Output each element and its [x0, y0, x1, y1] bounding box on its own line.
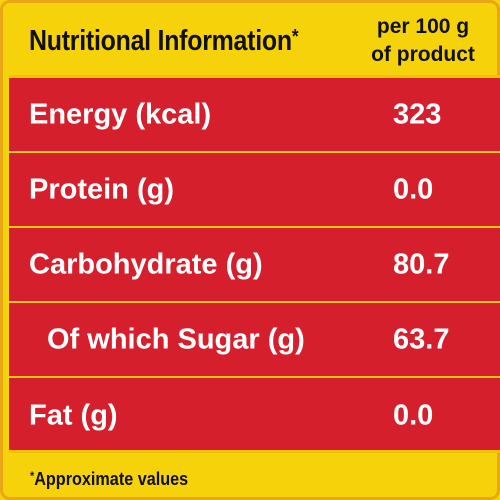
- per-line-1: per 100 g: [376, 15, 470, 38]
- title-asterisk: *: [291, 26, 299, 48]
- per-serving-header: per 100 g of product: [363, 13, 483, 69]
- row-value: 323: [393, 98, 442, 130]
- nutrition-table: Energy (kcal) 323 Protein (g) 0.0 Carboh…: [9, 75, 500, 453]
- row-value: 0.0: [393, 173, 434, 205]
- table-row-fat: Fat (g) 0.0: [9, 378, 500, 453]
- row-label: Energy (kcal): [29, 98, 212, 130]
- row-value: 80.7: [393, 248, 450, 280]
- row-label: Of which Sugar (g): [47, 323, 305, 355]
- row-label: Protein (g): [29, 173, 174, 205]
- table-row-energy: Energy (kcal) 323: [9, 78, 500, 153]
- row-label: Carbohydrate (g): [29, 248, 263, 280]
- table-row-protein: Protein (g) 0.0: [9, 153, 500, 228]
- nutrition-title-text: Nutritional Information: [29, 25, 292, 57]
- row-label: Fat (g): [29, 399, 118, 431]
- footnote-asterisk: *: [30, 469, 35, 483]
- row-value: 63.7: [393, 323, 450, 355]
- row-value: 0.0: [393, 399, 434, 431]
- footnote-text: Approximate values: [34, 469, 189, 489]
- table-row-sugar: Of which Sugar (g) 63.7: [9, 303, 500, 378]
- footnote: *Approximate values: [30, 469, 188, 490]
- table-row-carbohydrate: Carbohydrate (g) 80.7: [9, 228, 500, 303]
- nutrition-title: Nutritional Information*: [29, 25, 299, 58]
- per-line-2: of product: [371, 43, 475, 66]
